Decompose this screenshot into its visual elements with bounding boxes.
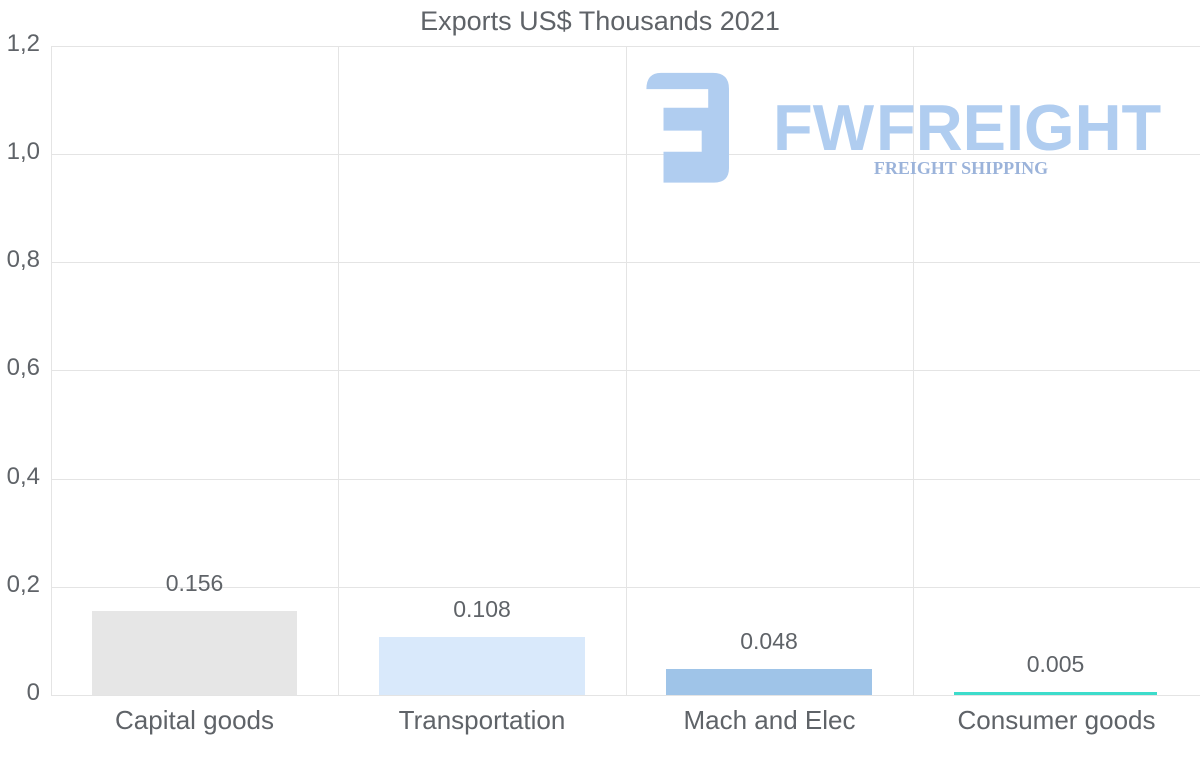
svg-text:FREIGHT SHIPPING: FREIGHT SHIPPING [874, 158, 1048, 178]
